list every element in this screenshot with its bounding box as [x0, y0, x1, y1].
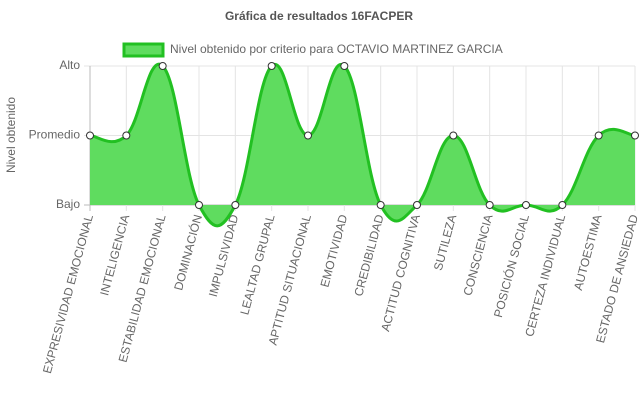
x-tick-label: EXPRESIVIDAD EMOCIONAL [40, 213, 96, 375]
x-tick-label: POSICIÓN SOCIAL [490, 212, 532, 319]
data-point [304, 131, 312, 140]
area-fill [90, 64, 635, 226]
y-tick-label: Promedio [29, 128, 81, 142]
y-axis-title: Nivel obtenido [4, 97, 18, 173]
x-tick-label: CREDIBILIDAD [351, 213, 386, 298]
y-tick-label: Alto [59, 58, 80, 72]
x-tick-label: INTELIGENCIA [97, 213, 132, 297]
x-tick-label: CONSCIENCIA [461, 213, 496, 297]
data-point [449, 131, 458, 140]
data-point [340, 62, 349, 70]
legend-swatch [122, 42, 165, 58]
x-tick-label: AUTOESTIMA [571, 213, 605, 292]
x-tick-label: DOMINACIÓN [170, 213, 205, 292]
data-point [267, 62, 276, 70]
data-point [195, 201, 203, 209]
data-point [594, 131, 603, 140]
x-tick-label: ACTITUD COGNITIVA [378, 213, 423, 333]
y-tick-label: Bajo [56, 197, 80, 211]
x-tick-label: LEALTAD GRUPAL [237, 213, 277, 317]
chart-title: Gráfica de resultados 16FACPER [225, 9, 413, 23]
x-tick-label: EMOTIVIDAD [317, 213, 350, 289]
data-point [158, 62, 167, 70]
data-point [122, 131, 131, 140]
data-point [86, 131, 94, 140]
x-tick-label: SUTILEZA [431, 213, 459, 272]
data-point [631, 131, 639, 140]
data-point [522, 201, 530, 209]
data-point [231, 201, 240, 209]
data-point [558, 201, 567, 209]
legend-label: Nivel obtenido por criterio para OCTAVIO… [170, 42, 503, 56]
x-tick-label: CERTEZA INDIVIDUAL [522, 213, 568, 338]
data-point [413, 201, 421, 209]
data-point [376, 201, 385, 209]
data-point [485, 201, 494, 209]
x-tick-label: IMPULSIVIDAD [206, 213, 242, 299]
